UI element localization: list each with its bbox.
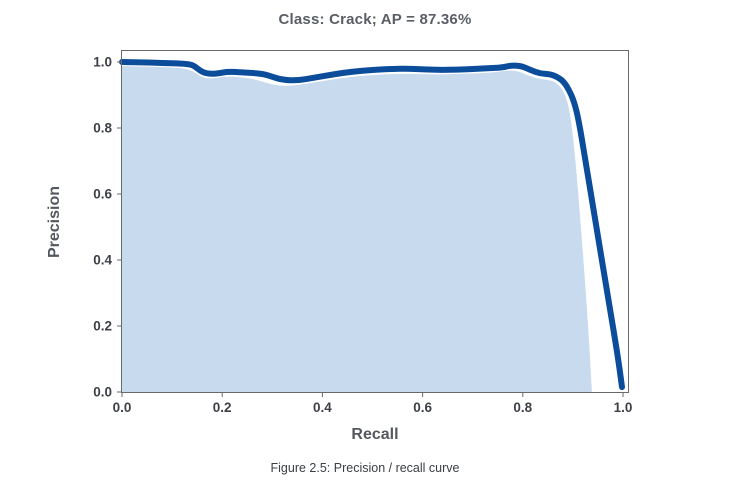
chart-title: Class: Crack; AP = 87.36% bbox=[278, 11, 472, 28]
x-tick-label-0.4: 0.4 bbox=[313, 400, 332, 415]
y-tick-label-0.8: 0.8 bbox=[93, 120, 112, 136]
x-tick-label-0.0: 0.0 bbox=[112, 400, 132, 415]
x-tick-label-0.8: 0.8 bbox=[513, 400, 533, 415]
y-axis-label: Precision bbox=[46, 185, 63, 259]
y-tick-label-0.0: 0.0 bbox=[93, 384, 112, 400]
y-tick-label-0.6: 0.6 bbox=[93, 186, 112, 202]
precision-recall-curve bbox=[119, 59, 625, 391]
area-under-curve bbox=[122, 66, 592, 393]
y-tick-label-1.0: 1.0 bbox=[93, 54, 112, 70]
figure-caption: Figure 2.5: Precision / recall curve bbox=[270, 461, 460, 475]
x-tick-label-0.2: 0.2 bbox=[212, 400, 232, 415]
axes-frame bbox=[121, 50, 629, 393]
x-axis-label: Recall bbox=[351, 426, 399, 443]
y-tick-label-0.2: 0.2 bbox=[93, 318, 112, 334]
x-tick-label-1.0: 1.0 bbox=[613, 400, 633, 415]
x-tick-label-0.6: 0.6 bbox=[413, 400, 432, 415]
y-tick-label-0.4: 0.4 bbox=[93, 252, 112, 268]
